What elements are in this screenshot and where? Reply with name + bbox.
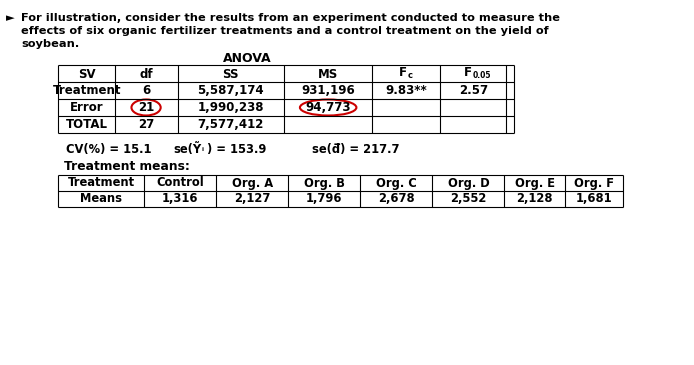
Text: 27: 27 <box>138 118 154 131</box>
Text: SS: SS <box>223 68 239 81</box>
Text: 2,128: 2,128 <box>516 192 553 205</box>
Text: SV: SV <box>78 68 96 81</box>
Text: 94,773: 94,773 <box>305 101 351 114</box>
Text: 0.05: 0.05 <box>473 72 491 81</box>
Text: Org. F: Org. F <box>574 177 614 189</box>
Text: 2,552: 2,552 <box>450 192 486 205</box>
Text: 1,681: 1,681 <box>576 192 612 205</box>
Text: df: df <box>139 68 153 81</box>
Text: 931,196: 931,196 <box>301 84 355 97</box>
Text: 6: 6 <box>142 84 150 97</box>
Text: Org. C: Org. C <box>376 177 416 189</box>
Text: 1,990,238: 1,990,238 <box>198 101 264 114</box>
Text: effects of six organic fertilizer treatments and a control treatment on the yiel: effects of six organic fertilizer treatm… <box>22 26 549 36</box>
Text: Org. B: Org. B <box>304 177 345 189</box>
Text: 2,678: 2,678 <box>378 192 414 205</box>
Text: F: F <box>464 66 471 80</box>
Text: 9.83**: 9.83** <box>385 84 427 97</box>
Text: ) = 153.9: ) = 153.9 <box>208 143 266 156</box>
Text: Org. E: Org. E <box>515 177 555 189</box>
Text: ANOVA: ANOVA <box>223 52 271 65</box>
Text: Treatment: Treatment <box>53 84 121 97</box>
Text: MS: MS <box>318 68 338 81</box>
Text: Error: Error <box>70 101 103 114</box>
Text: 1,316: 1,316 <box>162 192 198 205</box>
Text: 7,577,412: 7,577,412 <box>198 118 264 131</box>
Text: 2,127: 2,127 <box>234 192 271 205</box>
Text: c: c <box>408 72 413 81</box>
Text: 2.57: 2.57 <box>459 84 488 97</box>
Text: TOTAL: TOTAL <box>66 118 108 131</box>
Text: Org. A: Org. A <box>232 177 273 189</box>
Text: se(Ỹ: se(Ỹ <box>174 143 201 156</box>
Text: For illustration, consider the results from an experiment conducted to measure t: For illustration, consider the results f… <box>22 13 561 23</box>
Text: Treatment: Treatment <box>68 177 135 189</box>
Text: Org. D: Org. D <box>448 177 489 189</box>
Text: 5,587,174: 5,587,174 <box>198 84 264 97</box>
Text: 21: 21 <box>138 101 154 114</box>
Text: 1,796: 1,796 <box>306 192 343 205</box>
Text: ᵢ: ᵢ <box>201 144 203 153</box>
Text: F: F <box>399 66 407 80</box>
Text: soybean.: soybean. <box>22 39 80 49</box>
Text: ►: ► <box>6 13 15 23</box>
Text: se(d̅) = 217.7: se(d̅) = 217.7 <box>312 143 399 156</box>
Text: Means: Means <box>81 192 122 205</box>
Text: CV(%) = 15.1: CV(%) = 15.1 <box>66 143 152 156</box>
Text: Control: Control <box>156 177 204 189</box>
Text: Treatment means:: Treatment means: <box>65 160 190 173</box>
